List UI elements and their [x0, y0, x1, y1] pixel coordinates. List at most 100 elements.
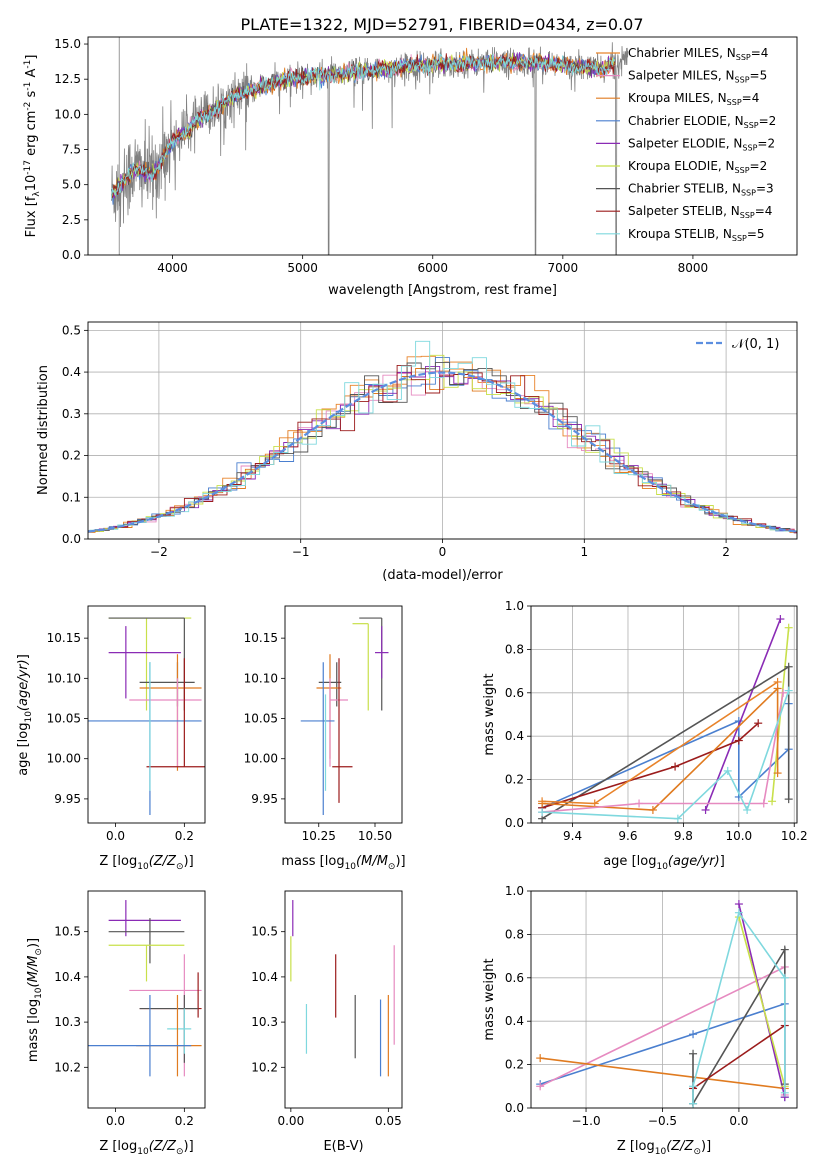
- x-label-sub: 10: [656, 862, 668, 872]
- legend-text: Kroupa MILES, N: [628, 91, 727, 105]
- x-label-part: )]: [701, 1139, 711, 1154]
- legend-entry: Salpeter STELIB, NSSP=4: [628, 204, 772, 220]
- y-label-part: age [log: [16, 723, 31, 776]
- y-tick-label: 10.5: [251, 925, 278, 939]
- y-tick-label: 10.15: [47, 631, 81, 645]
- axes-frame: [87, 605, 206, 824]
- y-label-part: (M/M: [26, 956, 41, 988]
- legend-text: =4: [755, 204, 773, 218]
- x-label-part: )]: [395, 854, 405, 869]
- legend-text: Salpeter MILES, N: [628, 69, 735, 83]
- y-tick-label: 0.6: [505, 971, 524, 985]
- legend-text: =3: [756, 182, 774, 196]
- x-label-part: Z [log: [99, 1139, 137, 1154]
- legend-sub: SSP: [741, 189, 756, 198]
- x-tick-label: 2: [722, 545, 730, 559]
- legend-text: Kroupa ELODIE, N: [628, 159, 735, 173]
- plot-area: [538, 615, 793, 823]
- legend-sub: SSP: [735, 76, 750, 85]
- y-tick-label: 9.95: [54, 792, 81, 806]
- x-label-sub: 10: [345, 862, 357, 872]
- panel-age-vs-mass: 10.25 10.50 9.95 10.00 10.05 10.10 10.15 mass […: [244, 605, 406, 872]
- plot-area: [88, 340, 797, 534]
- series-line: [540, 1057, 785, 1090]
- x-label-sub: ⊙: [388, 862, 396, 872]
- legend-text: =4: [742, 91, 760, 105]
- grid: [531, 890, 797, 1109]
- x-label-part: ]: [720, 854, 725, 869]
- legend-text: Chabrier MILES, N: [628, 46, 736, 60]
- y-tick-label: 0.1: [62, 490, 81, 504]
- y-tick-label: 10.3: [54, 1015, 81, 1029]
- legend-text: =5: [747, 227, 765, 241]
- panel-massweight-vs-Z: −1.0 −0.5 0.0 0.0 0.2 0.4 0.6 0.8 1.0 mass weight…: [482, 884, 798, 1157]
- y-tick-label: 10.00: [47, 752, 81, 766]
- y-label-sub: 10: [34, 987, 44, 999]
- residual-histogram-7: [88, 364, 797, 534]
- x-tick-label: 8000: [678, 261, 709, 275]
- y-tick-label: 10.5: [54, 925, 81, 939]
- legend-entry: Chabrier STELIB, NSSP=3: [628, 182, 774, 198]
- legend-entry: Kroupa STELIB, NSSP=5: [628, 227, 765, 243]
- x-tick-label: 0.05: [375, 1114, 402, 1128]
- x-axis-label: (data-model)/error: [382, 568, 503, 583]
- y-tick-label: 10.05: [244, 712, 278, 726]
- y-tick-label: 12.5: [54, 72, 81, 86]
- y-tick-label: 0.4: [62, 365, 81, 379]
- y-label-part: erg cm: [24, 111, 39, 160]
- y-tick-label: 0.3: [62, 407, 81, 421]
- axes-frame: [87, 36, 798, 256]
- y-axis-label: Normed distribution: [36, 365, 51, 495]
- x-tick-label: 0.0: [106, 829, 125, 843]
- plot-area: [290, 900, 395, 1077]
- y-label-part: (age/yr): [16, 659, 31, 711]
- x-label-part: )]: [184, 854, 194, 869]
- x-tick-label: −1.0: [571, 1114, 600, 1128]
- x-tick-label: −2: [150, 545, 168, 559]
- legend-sub: SSP: [736, 53, 751, 62]
- series-line: [738, 916, 786, 1087]
- y-label-part: mass [log: [26, 999, 41, 1062]
- x-tick-label: 10.25: [302, 829, 336, 843]
- x-tick-label: 9.8: [674, 829, 693, 843]
- y-label-part: -2: [23, 102, 33, 111]
- y-tick-label: 0.8: [505, 642, 524, 656]
- y-axis-label: mass weight: [482, 958, 497, 1040]
- y-tick-label: 15.0: [54, 37, 81, 51]
- x-label-sub: ⊙: [176, 862, 184, 872]
- legend-text: =2: [759, 114, 777, 128]
- y-tick-label: 0.5: [62, 323, 81, 337]
- plot-area: [536, 900, 789, 1108]
- y-tick-label: 10.10: [47, 671, 81, 685]
- x-axis-label: E(B-V): [323, 1139, 363, 1154]
- x-tick-label: −1: [292, 545, 310, 559]
- y-tick-label: 1.0: [505, 599, 524, 613]
- x-tick-label: 1: [580, 545, 588, 559]
- series-line: [542, 681, 779, 805]
- y-axis-label: mass weight: [482, 673, 497, 755]
- x-axis-label: mass [log10(M/M⊙)]: [281, 854, 405, 872]
- x-tick-label: 0: [439, 545, 447, 559]
- x-label-sub: 10: [137, 862, 149, 872]
- y-axis-label: age [log10(age/yr)]: [16, 654, 34, 776]
- legend-entry: Chabrier ELODIE, NSSP=2: [628, 114, 776, 130]
- x-tick-label: −0.5: [648, 1114, 677, 1128]
- legend-entry: Salpeter MILES, NSSP=5: [628, 69, 767, 85]
- x-axis-label: Z [log10(Z/Z⊙)]: [99, 854, 193, 872]
- y-tick-label: 0.0: [62, 248, 81, 262]
- y-axis-label: Flux [fλ10-17 erg cm-2 s-1 A-1]: [23, 55, 42, 238]
- x-tick-label: 9.6: [618, 829, 637, 843]
- x-tick-label: 7000: [548, 261, 579, 275]
- y-tick-label: 10.10: [244, 671, 278, 685]
- x-tick-label: 0.0: [106, 1114, 125, 1128]
- y-tick-label: 10.4: [54, 970, 81, 984]
- series-line: [542, 690, 790, 820]
- legend-text: Kroupa STELIB, N: [628, 227, 732, 241]
- y-tick-label: 0.0: [62, 532, 81, 546]
- y-tick-label: 0.0: [505, 1101, 524, 1115]
- x-label-part: (age/yr): [668, 854, 720, 869]
- legend-entry: Kroupa ELODIE, NSSP=2: [628, 159, 767, 175]
- x-label-part: (Z/Z: [149, 854, 177, 869]
- x-label-part: (Z/Z: [149, 1139, 177, 1154]
